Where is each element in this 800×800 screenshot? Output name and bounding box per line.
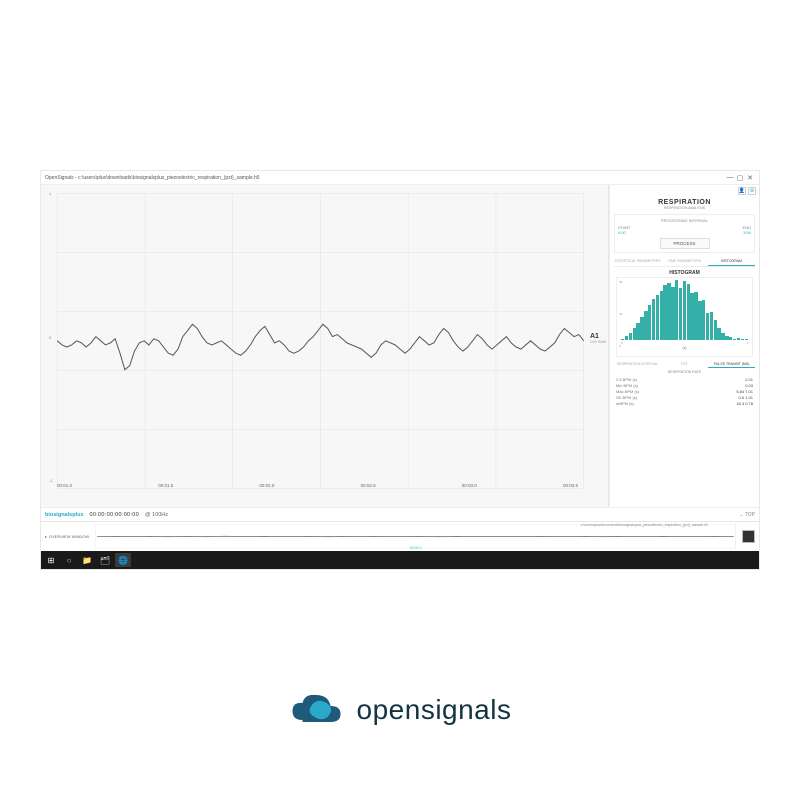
histogram-box: 60400 04 (s) xyxy=(616,277,753,357)
histogram-x-ticks: 04 xyxy=(619,341,750,345)
metrics-box: RESPIRATION RATE 2.5 BPM (s)2.01Min BPM … xyxy=(616,370,753,406)
start-value[interactable]: 0:00 xyxy=(618,230,626,235)
metric-tab-1[interactable]: PZT xyxy=(661,361,708,368)
timecode: 00:00:00:00:00:00 xyxy=(90,512,139,518)
histogram-title: HISTOGRAM xyxy=(610,270,759,276)
histogram-bar xyxy=(636,323,639,340)
brand-text: opensignals xyxy=(357,694,512,726)
metric-row: mBPM (s)18.3 0.78 xyxy=(616,400,753,406)
tab-statistical-parameters[interactable]: STATISTICAL PARAMETERS xyxy=(614,257,661,266)
channel-label: A1 CH1 RAW xyxy=(590,333,606,344)
x-axis-ticks: 00:01.000:01.500:02.000:02.500:03.000:03… xyxy=(57,483,578,491)
histogram-bar xyxy=(679,288,682,340)
histogram-bar xyxy=(741,339,744,340)
tab-histogram[interactable]: HISTOGRAM xyxy=(708,257,755,266)
window-close-button[interactable]: ✕ xyxy=(745,174,755,182)
overview-chart[interactable]: 00:00.0 c:\users\plux\documents\biosigna… xyxy=(93,522,738,551)
histogram-bar xyxy=(729,337,732,340)
overview-label: OVERVIEW WINDOW xyxy=(49,534,89,539)
overview-path-label: c:\users\plux\documents\biosignalsplux_p… xyxy=(581,523,708,527)
tab-time-parameters[interactable]: TIME PARAMETERS xyxy=(661,257,708,266)
signal-chart-svg xyxy=(41,185,608,507)
histogram-bar xyxy=(745,339,748,340)
start-button[interactable]: ⊞ xyxy=(43,553,59,567)
histogram-bar xyxy=(633,328,636,340)
histogram-x-label: (s) xyxy=(619,346,750,350)
histogram-bar xyxy=(690,293,693,340)
histogram-bar xyxy=(737,338,740,340)
channel-id: A1 xyxy=(590,333,599,340)
processing-interval-box: PROCESSING INTERVAL START END 0:00 3:50 … xyxy=(614,214,755,253)
histogram-bar xyxy=(660,291,663,340)
histogram-bar xyxy=(698,301,701,340)
task-view-button[interactable]: 🗂 xyxy=(97,553,113,567)
histogram-bar xyxy=(706,313,709,340)
status-bar: biosignalsplux 00:00:00:00:00:00 @ 100Hz… xyxy=(41,507,759,521)
histogram-bar xyxy=(717,328,720,340)
overview-expand-icon[interactable]: ▸ xyxy=(45,534,47,539)
stop-button[interactable]: ■ xyxy=(742,530,755,543)
overview-time-label: 00:00.0 xyxy=(410,546,422,550)
interval-label: PROCESSING INTERVAL xyxy=(618,218,751,223)
histogram-bar xyxy=(687,284,690,340)
window-minimize-button[interactable]: — xyxy=(725,174,735,181)
histogram-bar xyxy=(667,283,670,340)
metric-tab-0[interactable]: RESPIRATION INTERVAL xyxy=(614,361,661,368)
footer-logo: biosignalsplux xyxy=(45,512,84,518)
sample-rate: @ 100Hz xyxy=(145,512,168,518)
y-axis-ticks: 10-1 xyxy=(49,185,57,489)
metric-tab-2[interactable]: PULSE TRANSIT (MS) xyxy=(708,361,755,368)
histogram-bar xyxy=(702,300,705,340)
histogram-bar xyxy=(721,333,724,340)
window-title: OpenSignals - c:\users\plux\downloads\bi… xyxy=(45,175,725,181)
metrics-header: RESPIRATION RATE xyxy=(616,370,753,374)
histogram-bar xyxy=(663,285,666,340)
signal-chart[interactable]: 10-1 00:01.000:01.500:02.000:02.500:03.0… xyxy=(41,185,609,507)
histogram-bar xyxy=(714,320,717,340)
panel-settings-icon[interactable]: ⚙ xyxy=(748,187,756,195)
histogram-y-ticks: 60400 xyxy=(619,280,622,348)
main-area: 10-1 00:01.000:01.500:02.000:02.500:03.0… xyxy=(41,185,759,507)
browser-button[interactable]: 🌐 xyxy=(115,553,131,567)
metric-tabs: RESPIRATION INTERVALPZTPULSE TRANSIT (MS… xyxy=(614,361,755,368)
histogram-bar xyxy=(694,292,697,340)
brand-logo: opensignals xyxy=(289,690,512,730)
parameter-tabs: STATISTICAL PARAMETERSTIME PARAMETERSHIS… xyxy=(614,257,755,267)
window-titlebar: OpenSignals - c:\users\plux\downloads\bi… xyxy=(41,171,759,185)
file-explorer-button[interactable]: 📁 xyxy=(79,553,95,567)
app-window: OpenSignals - c:\users\plux\downloads\bi… xyxy=(40,170,760,570)
panel-user-icon[interactable]: 👤 xyxy=(738,187,746,195)
overview-strip: ▸ OVERVIEW WINDOW 00:00.0 c:\users\plux\… xyxy=(41,521,759,551)
histogram-bar xyxy=(733,339,736,340)
histogram-bar xyxy=(648,305,651,340)
histogram-bar xyxy=(640,317,643,340)
panel-subtitle: RESPIRATION ANALYSIS xyxy=(610,206,759,210)
cloud-icon xyxy=(289,690,345,730)
windows-taskbar: ⊞○📁🗂🌐 xyxy=(41,551,759,569)
collapse-icon[interactable]: ⌄ TOP xyxy=(739,512,755,518)
histogram-bar xyxy=(644,311,647,340)
window-maximize-button[interactable]: ▢ xyxy=(735,174,745,182)
histogram-bar xyxy=(625,336,628,340)
process-button[interactable]: PROCESS xyxy=(660,238,710,249)
histogram-bar xyxy=(656,295,659,340)
histogram-bar xyxy=(629,333,632,340)
histogram-bar xyxy=(652,299,655,340)
histogram-bar xyxy=(683,281,686,340)
channel-sub: CH1 RAW xyxy=(590,340,606,344)
side-panel: 👤 ⚙ RESPIRATION RESPIRATION ANALYSIS PRO… xyxy=(609,185,759,507)
end-value[interactable]: 3:50 xyxy=(743,230,751,235)
histogram-bar xyxy=(675,280,678,340)
search-button[interactable]: ○ xyxy=(61,553,77,567)
panel-title: RESPIRATION xyxy=(610,197,759,206)
histogram-bars xyxy=(619,280,750,340)
histogram-bar xyxy=(710,312,713,340)
histogram-bar xyxy=(671,287,674,340)
histogram-bar xyxy=(725,336,728,340)
